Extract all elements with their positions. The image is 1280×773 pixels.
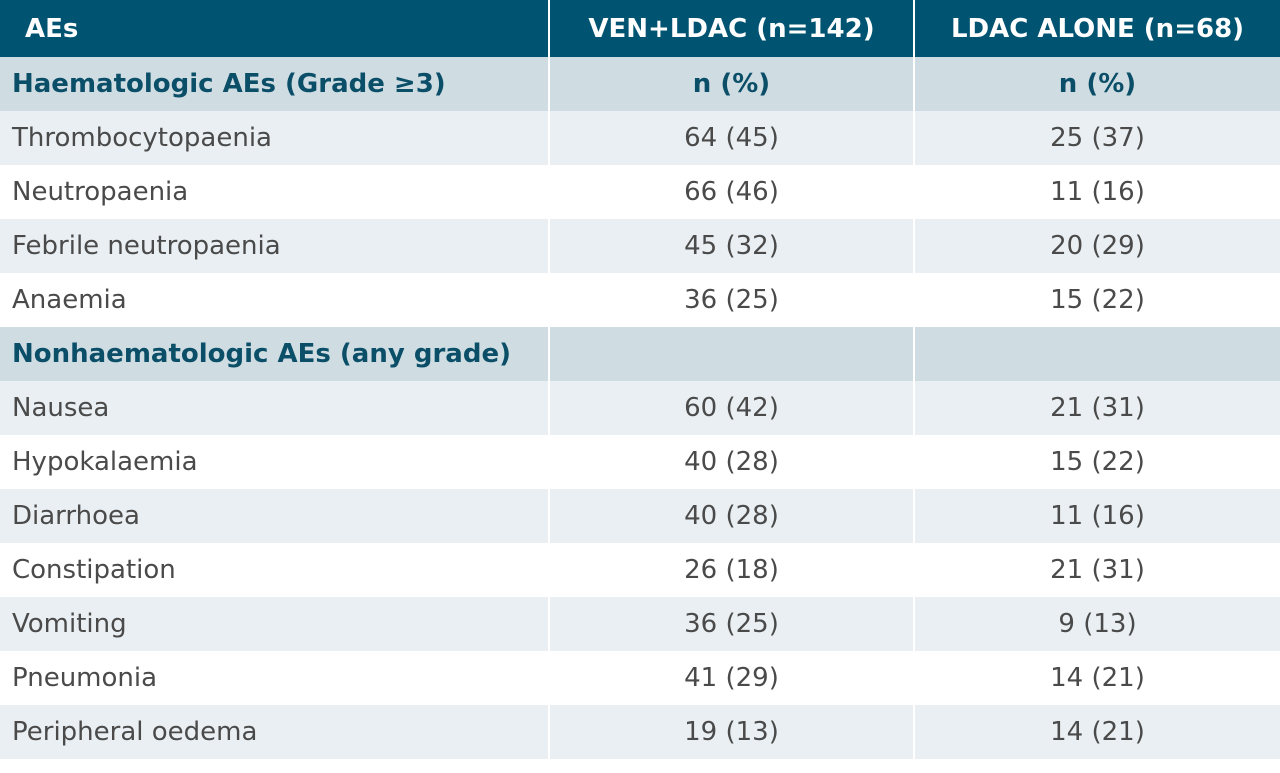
section-title: Nonhaematologic AEs (any grade)	[0, 327, 550, 381]
ae-ldac-value: 15 (22)	[914, 273, 1280, 327]
ae-ven-value: 36 (25)	[549, 597, 915, 651]
table-row: Pneumonia 41 (29) 14 (21)	[0, 651, 1280, 705]
table-row: Peripheral oedema 19 (13) 14 (21)	[0, 705, 1280, 759]
ae-name: Constipation	[0, 543, 550, 597]
ae-ven-value: 64 (45)	[549, 111, 915, 165]
ae-ven-value: 60 (42)	[549, 381, 915, 435]
header-aes: AEs	[0, 0, 550, 57]
ae-name: Peripheral oedema	[0, 705, 550, 759]
ae-name: Anaemia	[0, 273, 550, 327]
table-row: Diarrhoea 40 (28) 11 (16)	[0, 489, 1280, 543]
ae-ldac-value: 15 (22)	[914, 435, 1280, 489]
table-row: Anaemia 36 (25) 15 (22)	[0, 273, 1280, 327]
table-row: Vomiting 36 (25) 9 (13)	[0, 597, 1280, 651]
header-ven-ldac: VEN+LDAC (n=142)	[549, 0, 915, 57]
ae-ldac-value: 14 (21)	[914, 705, 1280, 759]
section-header-haematologic: Haematologic AEs (Grade ≥3) n (%) n (%)	[0, 57, 1280, 111]
section-header-nonhaematologic: Nonhaematologic AEs (any grade)	[0, 327, 1280, 381]
section-unit-ldac	[914, 327, 1280, 381]
table-row: Febrile neutropaenia 45 (32) 20 (29)	[0, 219, 1280, 273]
section-unit-ven: n (%)	[549, 57, 915, 111]
ae-name: Diarrhoea	[0, 489, 550, 543]
ae-ven-value: 40 (28)	[549, 489, 915, 543]
ae-name: Nausea	[0, 381, 550, 435]
ae-ldac-value: 21 (31)	[914, 543, 1280, 597]
ae-ldac-value: 11 (16)	[914, 165, 1280, 219]
ae-ven-value: 66 (46)	[549, 165, 915, 219]
ae-ldac-value: 25 (37)	[914, 111, 1280, 165]
header-ldac-alone: LDAC ALONE (n=68)	[914, 0, 1280, 57]
ae-name: Hypokalaemia	[0, 435, 550, 489]
section-unit-ldac: n (%)	[914, 57, 1280, 111]
table-row: Nausea 60 (42) 21 (31)	[0, 381, 1280, 435]
section-title: Haematologic AEs (Grade ≥3)	[0, 57, 550, 111]
table-row: Hypokalaemia 40 (28) 15 (22)	[0, 435, 1280, 489]
ae-ven-value: 40 (28)	[549, 435, 915, 489]
ae-name: Pneumonia	[0, 651, 550, 705]
ae-ldac-value: 20 (29)	[914, 219, 1280, 273]
table-row: Thrombocytopaenia 64 (45) 25 (37)	[0, 111, 1280, 165]
ae-ldac-value: 11 (16)	[914, 489, 1280, 543]
ae-ven-value: 26 (18)	[549, 543, 915, 597]
ae-name: Vomiting	[0, 597, 550, 651]
ae-ldac-value: 14 (21)	[914, 651, 1280, 705]
ae-name: Neutropaenia	[0, 165, 550, 219]
ae-ven-value: 45 (32)	[549, 219, 915, 273]
ae-ven-value: 36 (25)	[549, 273, 915, 327]
table-row: Constipation 26 (18) 21 (31)	[0, 543, 1280, 597]
ae-ven-value: 19 (13)	[549, 705, 915, 759]
ae-ldac-value: 9 (13)	[914, 597, 1280, 651]
ae-ldac-value: 21 (31)	[914, 381, 1280, 435]
ae-name: Thrombocytopaenia	[0, 111, 550, 165]
ae-ven-value: 41 (29)	[549, 651, 915, 705]
ae-name: Febrile neutropaenia	[0, 219, 550, 273]
table-header-row: AEs VEN+LDAC (n=142) LDAC ALONE (n=68)	[0, 0, 1280, 57]
section-unit-ven	[549, 327, 915, 381]
table-row: Neutropaenia 66 (46) 11 (16)	[0, 165, 1280, 219]
